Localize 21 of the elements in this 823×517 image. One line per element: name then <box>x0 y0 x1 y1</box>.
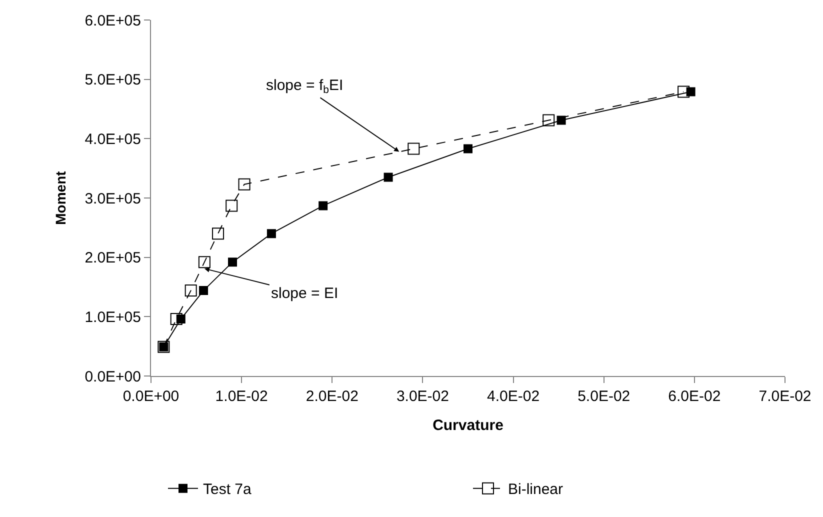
y-tick-label: 6.0E+05 <box>84 12 141 30</box>
x-tick-label: 5.0E-02 <box>578 388 630 405</box>
x-tick-label: 1.0E-02 <box>215 388 268 405</box>
x-tick-label: 4.0E-02 <box>487 388 540 405</box>
annotation: slope = EI <box>271 285 338 302</box>
y-tick-label: 1.0E+05 <box>84 308 141 326</box>
y-tick-label: 2.0E+05 <box>84 250 141 267</box>
x-tick-label: 3.0E-02 <box>396 388 449 405</box>
y-tick-label: 4.0E+05 <box>84 130 141 148</box>
legend-label: Bi-linear <box>508 481 564 498</box>
y-tick-label: 5.0E+05 <box>84 72 141 89</box>
y-tick-label: 3.0E+05 <box>84 190 141 208</box>
x-tick-label: 2.0E-02 <box>306 388 358 405</box>
annotation: slope = f$_{b}$EI <box>266 77 344 96</box>
x-tick-label: 7.0E-02 <box>758 388 812 405</box>
x-tick-label: 6.0E-02 <box>668 388 721 405</box>
x-axis-title: Curvature <box>432 417 504 434</box>
legend-label: Test 7a <box>203 481 252 498</box>
y-tick-label: 0.0E+00 <box>84 368 141 386</box>
x-tick-label: 0.0E+00 <box>122 388 180 405</box>
y-axis-title: Moment <box>52 170 68 225</box>
